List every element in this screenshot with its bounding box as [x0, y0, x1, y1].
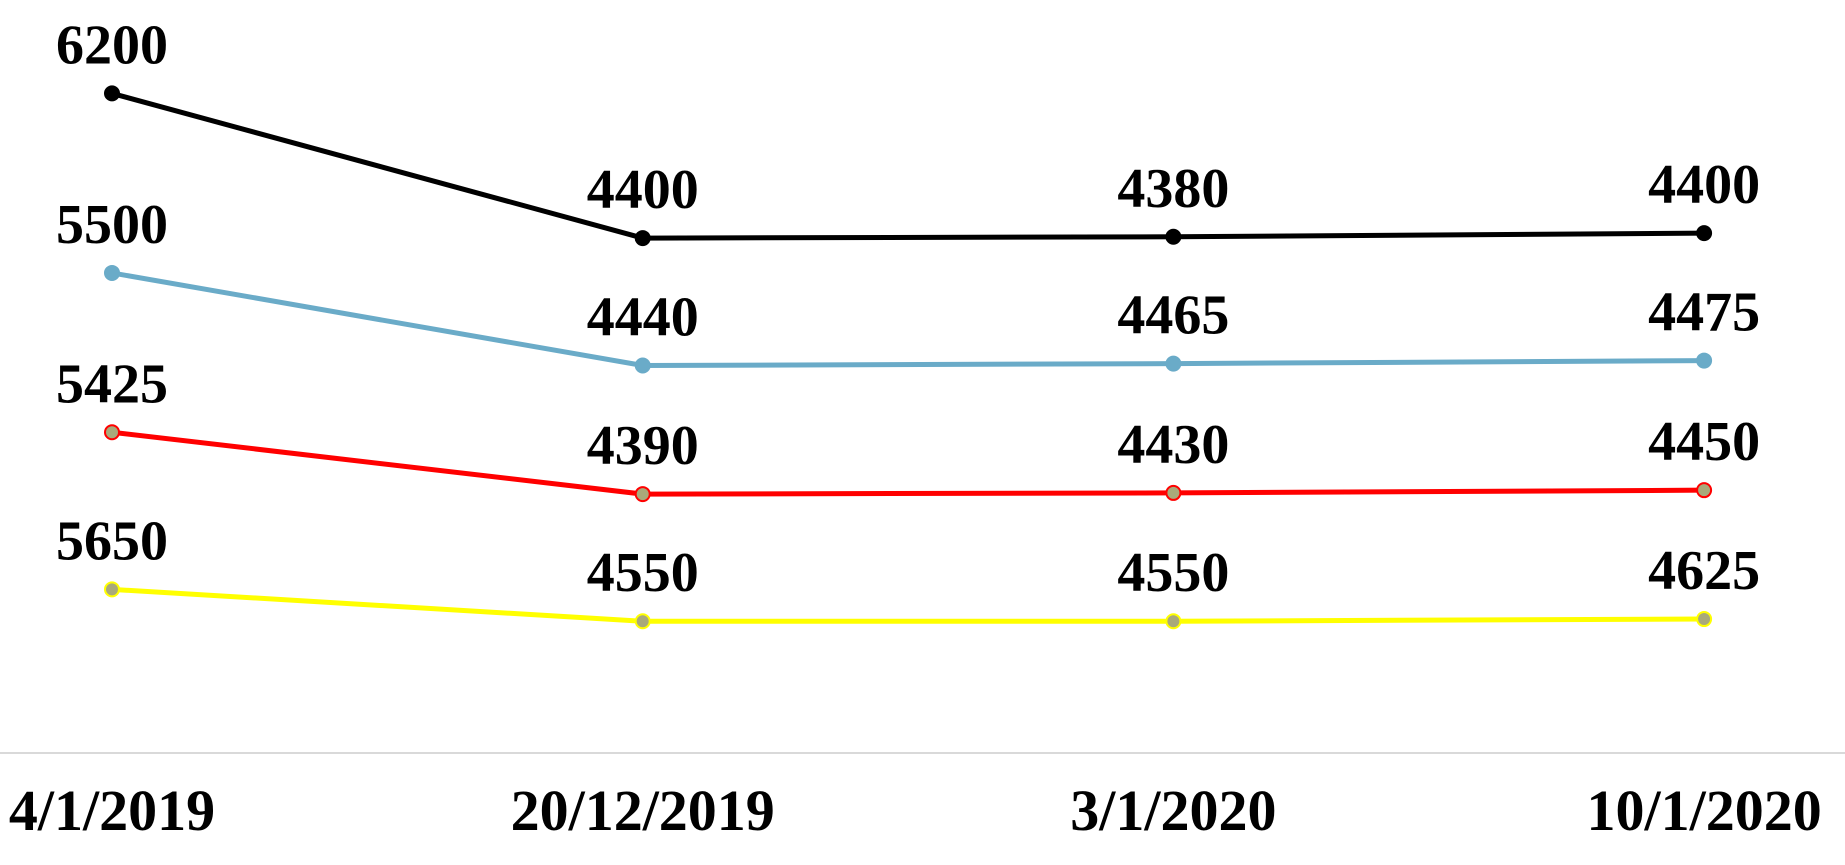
x-tick-label: 20/12/2019 [511, 778, 775, 843]
marker [104, 85, 120, 102]
x-tick-label: 3/1/2020 [1070, 778, 1276, 843]
series-line [111, 90, 1705, 241]
data-label: 4450 [1648, 411, 1760, 473]
marker [634, 613, 651, 630]
data-label: 5425 [56, 353, 168, 415]
marker [104, 424, 120, 441]
data-label: 4430 [1117, 414, 1229, 476]
data-label: 4625 [1648, 540, 1760, 602]
data-label: 5500 [56, 194, 168, 256]
x-tick-label: 4/1/2019 [9, 778, 215, 843]
data-label: 6200 [56, 14, 168, 76]
series-line [111, 270, 1705, 368]
marker [1165, 228, 1182, 245]
x-tick-label: 10/1/2020 [1586, 778, 1821, 843]
data-label: 4380 [1117, 158, 1229, 220]
series-line [111, 586, 1705, 624]
data-label: 4400 [587, 159, 699, 221]
data-label: 4465 [1117, 285, 1229, 347]
marker [1696, 611, 1713, 628]
marker [1165, 484, 1182, 501]
data-label: 4390 [587, 415, 699, 477]
marker [1696, 225, 1713, 242]
marker [634, 357, 651, 374]
marker [634, 486, 651, 503]
data-label: 5650 [56, 510, 168, 572]
marker [1165, 613, 1182, 630]
data-label: 4550 [1117, 542, 1229, 604]
marker [634, 230, 651, 247]
data-label: 4400 [1648, 154, 1760, 216]
series-line [111, 429, 1705, 497]
marker [104, 264, 120, 281]
data-label: 4550 [587, 542, 699, 604]
marker [1165, 355, 1182, 372]
data-label: 4440 [587, 286, 699, 348]
marker [104, 581, 120, 598]
marker [1696, 352, 1713, 369]
marker [1696, 482, 1713, 499]
data-label: 4475 [1648, 282, 1760, 344]
